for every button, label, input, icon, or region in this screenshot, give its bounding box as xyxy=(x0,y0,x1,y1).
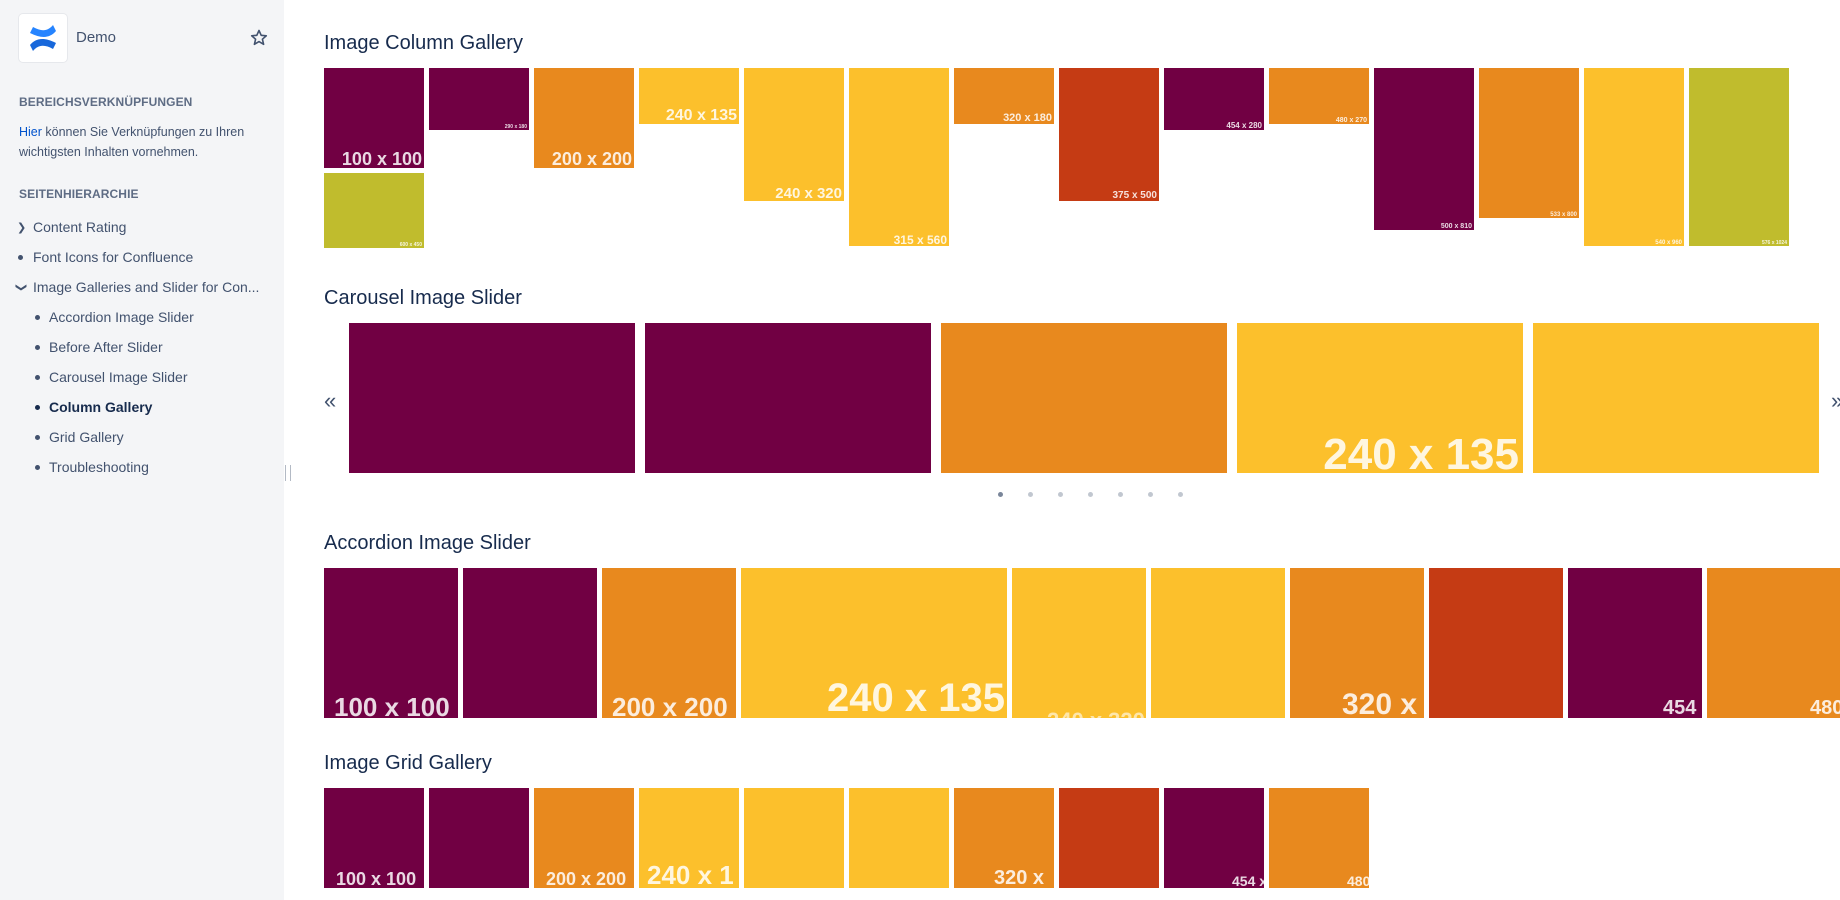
bullet-icon xyxy=(35,345,40,350)
gallery-image[interactable]: 576 x 1024 xyxy=(1689,68,1789,246)
carousel-dot[interactable] xyxy=(1135,489,1165,499)
page-hierarchy-title: SEITENHIERARCHIE xyxy=(19,187,139,201)
tree-item-troubleshooting[interactable]: Troubleshooting xyxy=(0,452,284,482)
tree-item-content-rating[interactable]: ❯ Content Rating xyxy=(17,219,127,235)
accordion-panel[interactable]: 240 x 320 xyxy=(1012,568,1146,718)
carousel-dot[interactable] xyxy=(1075,489,1105,499)
column-gallery-title: Image Column Gallery xyxy=(324,32,523,54)
accordion-panel[interactable]: 200 x 200 xyxy=(602,568,736,718)
carousel-slide[interactable]: 240 x 135 xyxy=(1237,323,1523,473)
gallery-image[interactable]: 290 x 180 xyxy=(429,68,529,130)
carousel-pagination xyxy=(985,489,1195,499)
tree-item-grid-gallery[interactable]: Grid Gallery xyxy=(0,422,284,452)
carousel-slide[interactable] xyxy=(645,323,931,473)
accordion-panel[interactable]: 454 xyxy=(1568,568,1702,718)
bullet-icon xyxy=(35,435,40,440)
carousel-prev-button[interactable]: « xyxy=(324,388,337,413)
carousel-dot[interactable] xyxy=(1045,489,1075,499)
gallery-image[interactable]: 454 x 280 xyxy=(1164,68,1264,130)
grid-image[interactable]: 200 x 200 xyxy=(534,788,634,888)
accordion-panel[interactable]: 480 xyxy=(1707,568,1840,718)
grid-image[interactable]: 320 x xyxy=(954,788,1054,888)
bullet-icon xyxy=(18,255,23,260)
accordion-panel[interactable] xyxy=(463,568,597,718)
grid-image[interactable] xyxy=(429,788,529,888)
bullet-icon xyxy=(35,315,40,320)
sidebar-resize-handle[interactable] xyxy=(285,465,291,481)
bullet-icon xyxy=(35,375,40,380)
accordion-panel[interactable] xyxy=(1151,568,1285,718)
grid-image[interactable]: 100 x 100 xyxy=(324,788,424,888)
grid-image[interactable] xyxy=(1059,788,1159,888)
tree-item-font-icons[interactable]: Font Icons for Confluence xyxy=(0,242,284,272)
carousel-slide[interactable] xyxy=(349,323,635,473)
tree-item-image-galleries[interactable]: ❯ Image Galleries and Slider for Con... xyxy=(15,279,260,295)
gallery-image[interactable]: 315 x 560 xyxy=(849,68,949,246)
shortcuts-title: BEREICHSVERKNÜPFUNGEN xyxy=(19,95,193,109)
gallery-image[interactable]: 540 x 960 xyxy=(1584,68,1684,246)
tree-item-accordion-image-slider[interactable]: Accordion Image Slider xyxy=(0,302,284,332)
grid-image[interactable]: 240 x 1 xyxy=(639,788,739,888)
accordion-panel[interactable] xyxy=(1429,568,1563,718)
gallery-image[interactable]: 320 x 180 xyxy=(954,68,1054,124)
carousel-slide[interactable] xyxy=(1533,323,1819,473)
carousel-slide[interactable] xyxy=(941,323,1227,473)
space-header: Demo xyxy=(19,14,269,62)
grid-image[interactable]: 480 xyxy=(1269,788,1369,888)
gallery-image[interactable]: 200 x 200 xyxy=(534,68,634,168)
accordion-panel[interactable]: 100 x 100 xyxy=(324,568,458,718)
grid-gallery-title: Image Grid Gallery xyxy=(324,752,492,774)
carousel-dot[interactable] xyxy=(985,489,1015,499)
grid-image[interactable]: 454 x xyxy=(1164,788,1264,888)
tree-item-column-gallery[interactable]: Column Gallery xyxy=(0,392,284,422)
gallery-image[interactable]: 600 x 450 xyxy=(324,173,424,248)
gallery-image[interactable]: 100 x 100 xyxy=(324,68,424,168)
shortcuts-link[interactable]: Hier xyxy=(19,125,42,139)
bullet-icon xyxy=(35,405,40,410)
confluence-logo-icon[interactable] xyxy=(19,14,67,62)
grid-image[interactable] xyxy=(849,788,949,888)
carousel-title: Carousel Image Slider xyxy=(324,287,522,309)
gallery-image[interactable]: 375 x 500 xyxy=(1059,68,1159,201)
carousel-next-button[interactable]: » xyxy=(1831,388,1840,414)
bullet-icon xyxy=(35,465,40,470)
page-tree: ❯ Content Rating Font Icons for Confluenc… xyxy=(0,212,284,482)
carousel-dot[interactable] xyxy=(1105,489,1135,499)
tree-item-before-after-slider[interactable]: Before After Slider xyxy=(0,332,284,362)
sidebar: Demo BEREICHSVERKNÜPFUNGEN Hier können S… xyxy=(0,0,284,900)
chevron-right-icon[interactable]: ❯ xyxy=(17,221,27,234)
accordion-panel[interactable]: 320 x xyxy=(1290,568,1424,718)
accordion-title: Accordion Image Slider xyxy=(324,532,531,554)
gallery-image[interactable]: 240 x 320 xyxy=(744,68,844,201)
shortcuts-description: Hier können Sie Verknüpfungen zu Ihren w… xyxy=(19,122,259,162)
shortcuts-text: können Sie Verknüpfungen zu Ihren wichti… xyxy=(19,125,245,159)
tree-item-carousel-image-slider[interactable]: Carousel Image Slider xyxy=(0,362,284,392)
carousel-dot[interactable] xyxy=(1165,489,1195,499)
chevron-down-icon[interactable]: ❯ xyxy=(15,282,28,292)
star-icon[interactable] xyxy=(249,28,269,48)
gallery-image[interactable]: 500 x 810 xyxy=(1374,68,1474,230)
space-name[interactable]: Demo xyxy=(76,29,117,46)
gallery-image[interactable]: 533 x 800 xyxy=(1479,68,1579,218)
gallery-image[interactable]: 480 x 270 xyxy=(1269,68,1369,124)
accordion-panel[interactable]: 240 x 135 xyxy=(741,568,1007,718)
grid-image[interactable] xyxy=(744,788,844,888)
gallery-image[interactable]: 240 x 135 xyxy=(639,68,739,124)
carousel-dot[interactable] xyxy=(1015,489,1045,499)
